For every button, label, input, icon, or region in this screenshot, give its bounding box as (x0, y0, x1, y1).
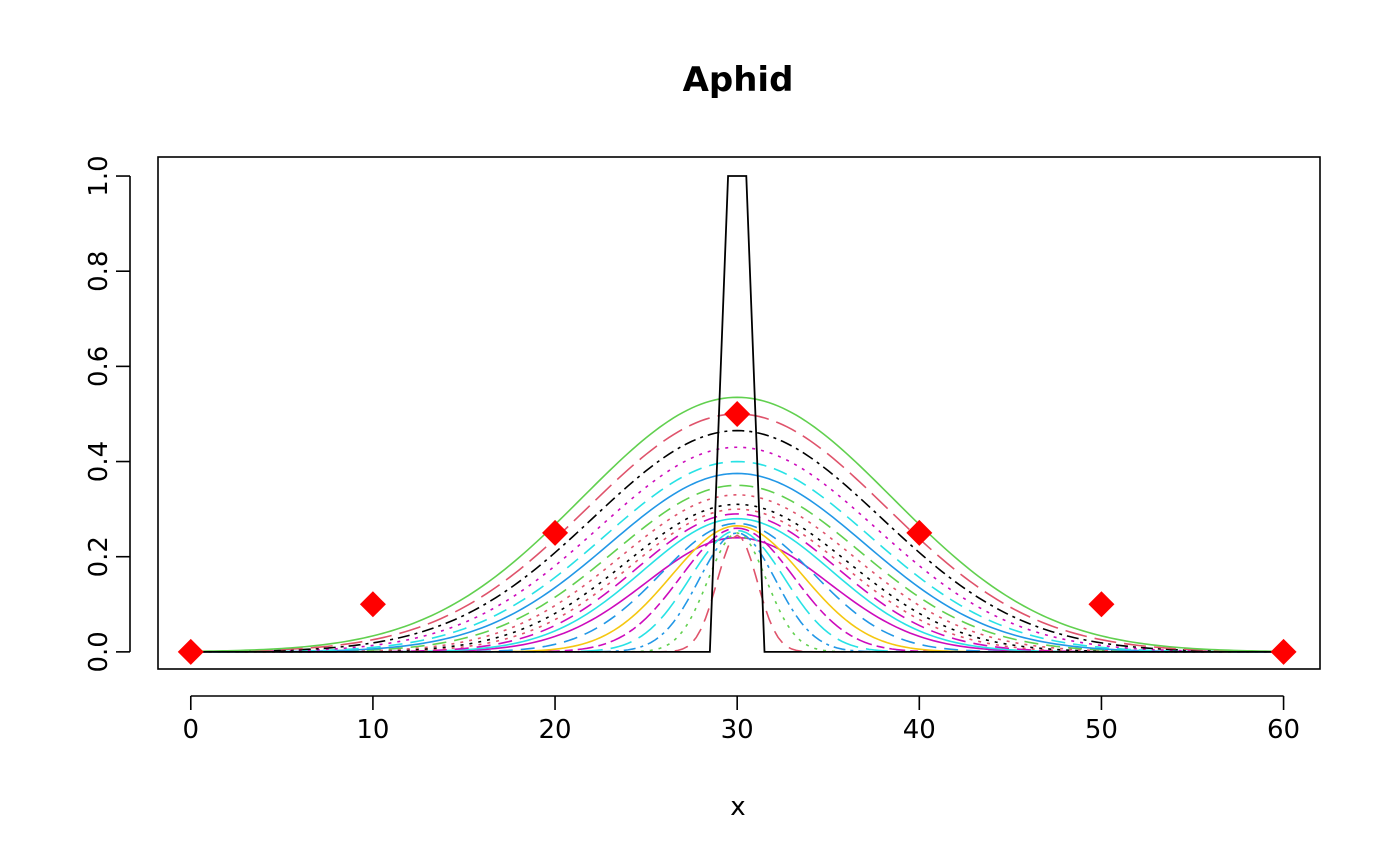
series-line-4 (190, 532, 1284, 653)
plot-box (157, 156, 1321, 670)
x-tick-label: 50 (1085, 715, 1118, 745)
chart-title: Aphid (683, 60, 794, 100)
series-line-14 (190, 484, 1284, 653)
observed-point (542, 519, 569, 546)
y-tick-label: 0.4 (84, 441, 114, 482)
series-line-2 (190, 534, 1284, 653)
x-tick-label: 60 (1267, 715, 1300, 745)
y-tick-label: 1.0 (84, 155, 114, 196)
points-layer (177, 400, 1297, 665)
series-line-18 (190, 429, 1284, 653)
series-line-6 (190, 527, 1284, 653)
axes-layer: 0 10 20 30 40 50 60 0.0 0.2 0.4 0.6 0.8 1.0 (84, 155, 1300, 745)
observed-point (906, 519, 933, 546)
y-tick-label: 0.8 (84, 251, 114, 292)
observed-point (359, 591, 386, 618)
series-line-3 (190, 532, 1284, 653)
series-line-17 (190, 446, 1284, 653)
series-line-5 (190, 529, 1284, 653)
y-tick-label: 0.2 (84, 536, 114, 577)
x-tick-label: 30 (721, 715, 754, 745)
series-layer (190, 175, 1284, 653)
series-line-20 (190, 396, 1284, 653)
y-tick-label: 0.0 (84, 631, 114, 672)
series-line-16 (190, 460, 1284, 653)
series-line-11 (190, 508, 1284, 653)
series-line-1 (190, 536, 1284, 653)
observed-point (1270, 638, 1297, 665)
observed-point (1088, 591, 1115, 618)
series-line-15 (190, 472, 1284, 653)
x-tick-label: 40 (903, 715, 936, 745)
x-axis-label: x (730, 792, 745, 822)
x-tick-label: 10 (356, 715, 389, 745)
observed-point (177, 638, 204, 665)
series-line-8 (190, 522, 1284, 653)
series-line-7 (190, 524, 1284, 653)
series-line-9 (190, 517, 1284, 653)
x-tick-label: 20 (539, 715, 572, 745)
observed-point (724, 400, 751, 427)
initial-condition-line (190, 175, 1284, 653)
y-tick-label: 0.6 (84, 346, 114, 387)
x-tick-label: 0 (183, 715, 200, 745)
